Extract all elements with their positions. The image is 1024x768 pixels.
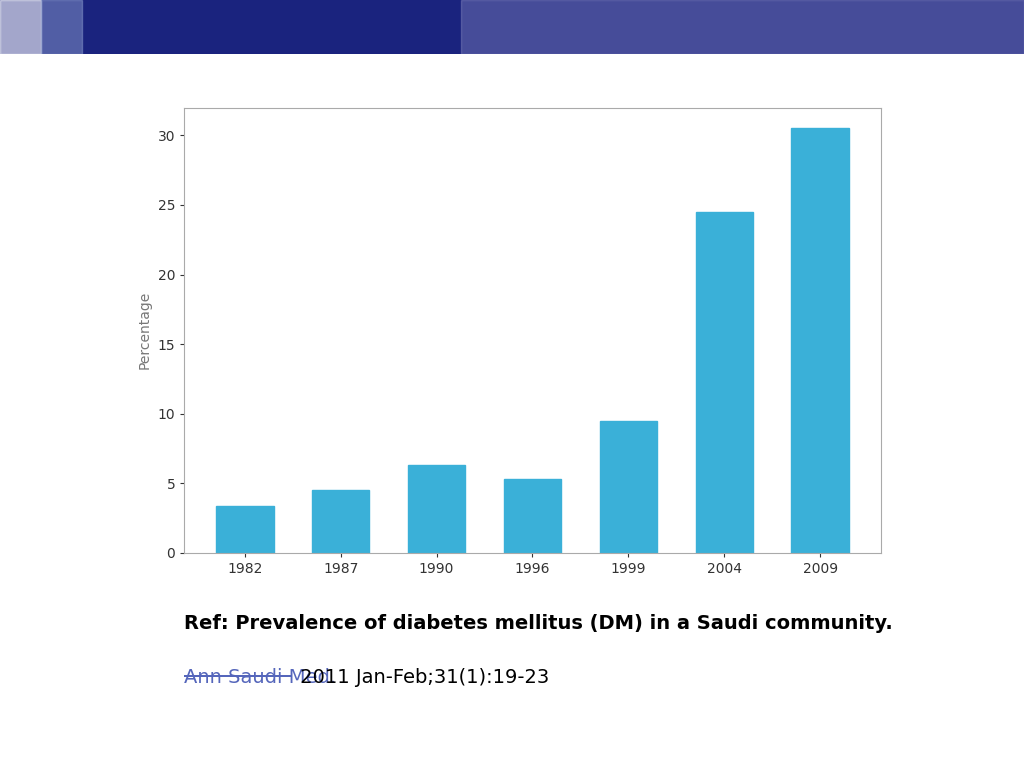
- Bar: [461, 0, 1024, 54]
- Bar: [408, 465, 465, 553]
- Bar: [41, 0, 82, 54]
- Bar: [0, 0, 41, 54]
- Bar: [600, 421, 657, 553]
- Text: 2011 Jan-Feb;31(1):19-23: 2011 Jan-Feb;31(1):19-23: [294, 668, 549, 687]
- Bar: [695, 212, 753, 553]
- Bar: [216, 505, 273, 553]
- Y-axis label: Percentage: Percentage: [138, 291, 153, 369]
- Bar: [312, 490, 370, 553]
- Text: Ref: Prevalence of diabetes mellitus (DM) in a Saudi community.: Ref: Prevalence of diabetes mellitus (DM…: [184, 614, 893, 634]
- Bar: [792, 128, 849, 553]
- Bar: [504, 479, 561, 553]
- Text: Ann Saudi Med.: Ann Saudi Med.: [184, 668, 337, 687]
